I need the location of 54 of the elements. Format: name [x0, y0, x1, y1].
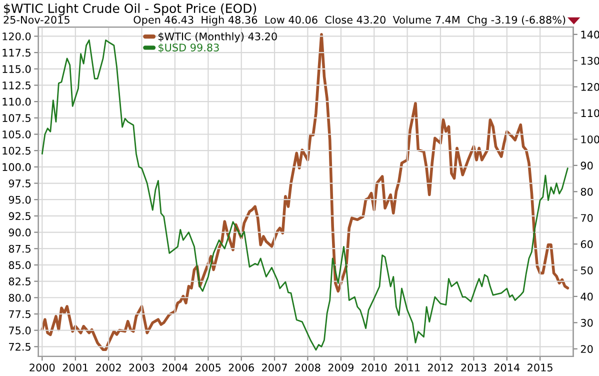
x-tick-label: 2013 [461, 364, 486, 372]
legend-label: $USD 99.83 [158, 43, 219, 53]
y2-tick-label: 60 [580, 240, 593, 248]
y-tick-label: 90.0 [8, 228, 31, 236]
y2-tick-label: 20 [580, 345, 593, 353]
x-tick-label: 2004 [162, 364, 188, 372]
y-tick-label: 85.0 [8, 261, 31, 270]
y2-tick-label: 50 [580, 266, 593, 274]
y-tick-label: 112.5 [2, 81, 30, 90]
y-tick-label: 120.0 [2, 32, 31, 40]
y-tick-label: 110.0 [2, 98, 31, 106]
y2-tick-label: 30 [580, 318, 593, 327]
y-tick-label: 100.0 [2, 163, 31, 172]
y2-tick-label: 80 [580, 188, 593, 196]
text: Open 46.43 High 48.36 Low 40.06 Close 43.20 Volume 7.4M Chg -3.19 (-6.88%) [134, 16, 566, 26]
text: 25-Nov-2015 [4, 16, 70, 24]
x-tick-label: 2005 [196, 364, 221, 372]
y2-tick-label: 100 [581, 135, 599, 144]
y2-tick-label: 70 [581, 214, 593, 222]
chart-title: $WTIC Light Crude Oil - Spot Price (EOD) [4, 3, 256, 16]
y-tick-label: 115.0 [2, 65, 31, 74]
y-tick-label: 105.0 [2, 130, 31, 138]
y-tick-label: 107.5 [2, 114, 30, 122]
y2-tick-label: 120 [581, 83, 599, 91]
y-tick-label: 117.5 [2, 48, 30, 57]
x-tick-label: 2014 [494, 364, 520, 372]
x-tick-label: 2012 [428, 364, 453, 372]
y-tick-label: 75.0 [9, 326, 31, 334]
y-tick-label: 82.5 [8, 278, 30, 286]
y-tick-label: 77.5 [9, 310, 30, 318]
x-tick-label: 2015 [528, 364, 552, 372]
y2-tick-label: 130 [581, 56, 599, 65]
x-tick-label: 2009 [328, 364, 354, 372]
y2-tick-label: 40 [580, 292, 593, 301]
y-tick-label: 87.5 [8, 244, 30, 253]
x-tick-label: 2001 [62, 364, 88, 372]
y2-tick-label: 90 [580, 162, 593, 170]
x-tick-label: 2002 [96, 364, 121, 372]
x-tick-label: 2007 [262, 364, 287, 372]
x-tick-label: 2000 [30, 364, 55, 372]
y-tick-label: 102.5 [2, 146, 30, 155]
x-tick-label: 2008 [295, 364, 320, 372]
x-tick-label: 2011 [394, 364, 420, 372]
x-tick-label: 2003 [129, 364, 154, 372]
y-tick-label: 80.0 [8, 294, 31, 302]
legend-label: $WTIC (Monthly) 43.20 [158, 32, 277, 42]
y-tick-label: 72.5 [9, 342, 30, 351]
x-tick-label: 2006 [228, 364, 254, 372]
y2-tick-label: 140 [581, 30, 599, 39]
y2-tick-label: 110 [581, 109, 599, 118]
y-tick-label: 92.5 [8, 212, 30, 220]
y-tick-label: 97.5 [8, 179, 30, 188]
x-tick-label: 2010 [362, 364, 387, 372]
y-tick-label: 95.0 [8, 196, 31, 204]
